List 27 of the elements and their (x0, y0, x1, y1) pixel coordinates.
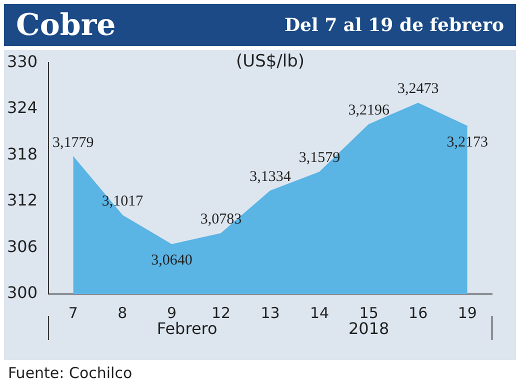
x-tick-label: 9 (166, 304, 176, 322)
x-tick-label: 8 (118, 304, 128, 322)
y-tick-label: 318 (6, 144, 38, 164)
chart-subtitle: Del 7 al 19 de febrero (284, 14, 504, 36)
x-tick-label: 14 (310, 304, 330, 322)
y-tick-label: 306 (6, 236, 38, 256)
y-axis-title: (US$/lb) (236, 52, 305, 72)
x-tick-label: 7 (68, 304, 78, 322)
text: 2018 (348, 319, 390, 338)
x-tick-label: 19 (458, 304, 477, 322)
y-tick-label: 324 (6, 98, 38, 118)
y-tick-label: 330 (6, 52, 38, 71)
x-tick-label: 13 (260, 304, 280, 322)
x-tick-label: 15 (359, 304, 378, 322)
x-tick-label: 16 (408, 304, 428, 322)
x-tick-label: 12 (211, 304, 231, 322)
data-label: 3,2473 (397, 81, 439, 98)
data-label: 3,0640 (151, 252, 192, 269)
data-label: 3,1334 (250, 169, 292, 186)
data-label: 3,2173 (446, 134, 488, 150)
text: Febrero (156, 319, 218, 338)
data-label: 3,2196 (348, 102, 390, 119)
source-note: Fuente: Cochilco (8, 364, 132, 382)
y-tick-label: 300 (6, 283, 38, 302)
chart-title: Cobre (16, 8, 116, 42)
y-tick-label: 312 (6, 190, 38, 210)
data-label: 3,1779 (52, 134, 94, 151)
